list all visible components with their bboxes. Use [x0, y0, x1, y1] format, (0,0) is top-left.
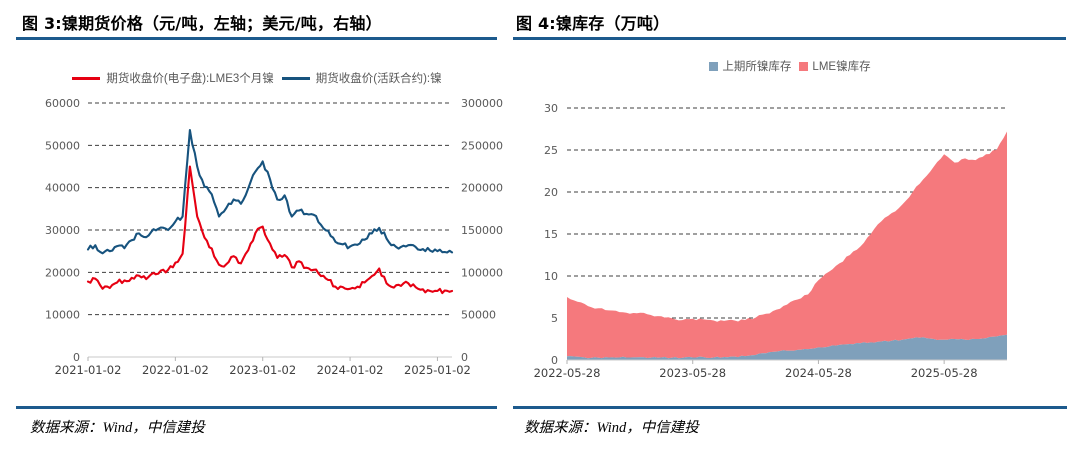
- svg-text:100000: 100000: [461, 266, 503, 279]
- svg-text:60000: 60000: [45, 97, 80, 110]
- fig4-title: 图 4:镍库存（万吨）: [516, 14, 670, 33]
- fig3-legend: 期货收盘价(电子盘):LME3个月镍 期货收盘价(活跃合约):镍: [22, 70, 492, 86]
- fig3-title: 图 3:镍期货价格（元/吨，左轴；美元/吨，右轴）: [22, 14, 382, 33]
- svg-text:2023-01-02: 2023-01-02: [229, 363, 296, 377]
- svg-text:20000: 20000: [45, 266, 80, 279]
- svg-text:20: 20: [544, 186, 558, 199]
- fig3-legend-item-active-contract: 期货收盘价(活跃合约):镍: [281, 70, 442, 86]
- svg-text:5: 5: [551, 312, 558, 325]
- blue-line-swatch: [281, 76, 310, 80]
- svg-text:2021-01-02: 2021-01-02: [55, 363, 122, 377]
- fig4-legend-label-lme: LME镍库存: [812, 61, 871, 73]
- svg-text:0: 0: [73, 351, 80, 364]
- fig4-title-rule: [513, 37, 1066, 40]
- svg-text:2022-01-02: 2022-01-02: [142, 363, 209, 377]
- red-line-swatch: [72, 76, 101, 80]
- svg-text:2024-01-02: 2024-01-02: [317, 363, 384, 377]
- svg-text:2024-05-28: 2024-05-28: [785, 366, 852, 380]
- svg-text:2023-05-28: 2023-05-28: [659, 366, 726, 380]
- svg-text:10000: 10000: [45, 309, 80, 322]
- fig4-nickel-inventory-chart: 0 5 10 15 20 25 30 2022-05-28 2023-05-28 2024-05-…: [534, 102, 1007, 380]
- svg-text:0: 0: [461, 351, 468, 364]
- fig3-nickel-price-chart: 0 10000 20000 30000 40000 50000 60000 0 50000 100…: [45, 97, 503, 377]
- svg-text:0: 0: [551, 354, 558, 367]
- fig4-legend: 上期所镍库存 LME镍库存: [505, 58, 1075, 74]
- svg-text:30000: 30000: [45, 224, 80, 237]
- fig3-source: 数据来源：Wind，中信建投: [30, 420, 205, 436]
- fig3-legend-item-lme3m: 期货收盘价(电子盘):LME3个月镍: [72, 70, 274, 86]
- fig3-legend-label-lme3m: 期货收盘价(电子盘):LME3个月镍: [106, 73, 274, 85]
- fig4-source: 数据来源：Wind，中信建投: [524, 420, 699, 436]
- fig4-legend-label-shfe: 上期所镍库存: [722, 61, 792, 73]
- svg-text:40000: 40000: [45, 182, 80, 195]
- svg-text:50000: 50000: [461, 309, 496, 322]
- fig4-legend-item-lme: LME镍库存: [799, 58, 871, 74]
- svg-text:30: 30: [544, 102, 558, 115]
- pink-square-swatch: [799, 61, 809, 71]
- svg-text:2022-05-28: 2022-05-28: [534, 366, 601, 380]
- svg-text:25: 25: [544, 144, 558, 157]
- svg-text:50000: 50000: [45, 139, 80, 152]
- svg-text:150000: 150000: [461, 224, 503, 237]
- svg-text:10: 10: [544, 270, 558, 283]
- blue-square-swatch: [709, 61, 719, 71]
- svg-text:2025-05-28: 2025-05-28: [911, 366, 978, 380]
- svg-text:250000: 250000: [461, 139, 503, 152]
- svg-text:15: 15: [544, 228, 558, 241]
- fig3-bottom-rule: [16, 406, 497, 409]
- fig3-legend-label-active-contract: 期货收盘价(活跃合约):镍: [315, 73, 442, 85]
- fig4-legend-item-shfe: 上期所镍库存: [709, 58, 791, 74]
- fig4-bottom-rule: [513, 406, 1067, 409]
- fig3-title-rule: [16, 37, 497, 40]
- svg-text:300000: 300000: [461, 97, 503, 110]
- svg-text:200000: 200000: [461, 182, 503, 195]
- svg-text:2025-01-02: 2025-01-02: [404, 363, 471, 377]
